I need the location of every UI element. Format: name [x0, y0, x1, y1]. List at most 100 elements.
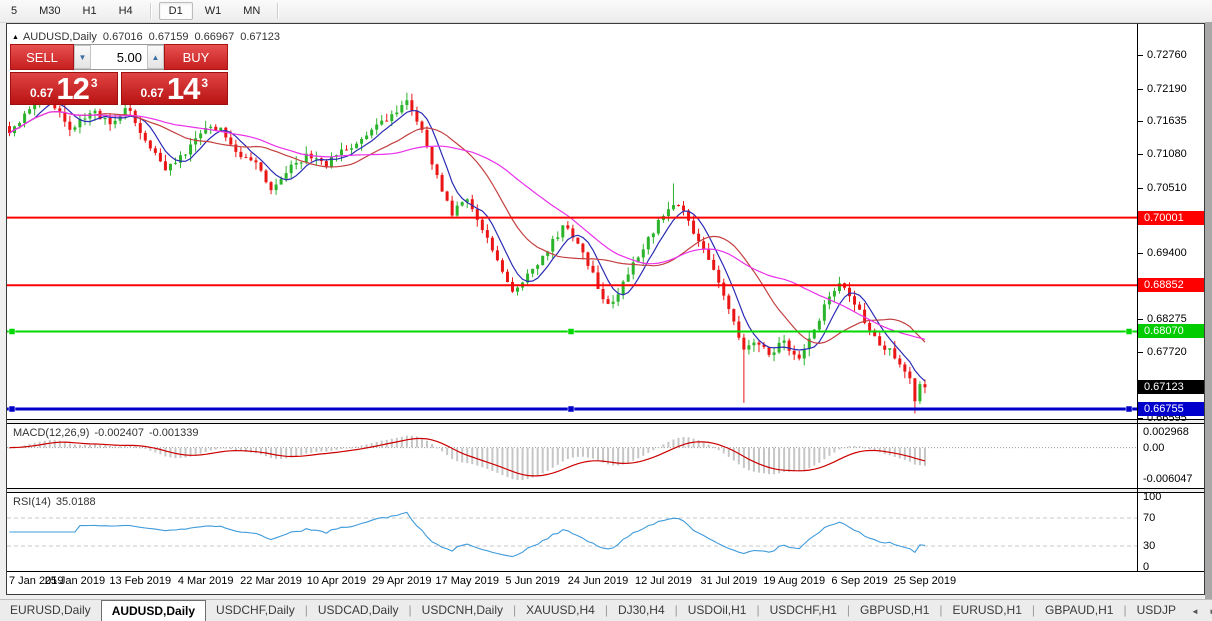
- candle-body: [158, 152, 162, 162]
- rsi-name: RSI(14): [13, 496, 51, 508]
- chart-tab-xauusd-h4[interactable]: XAUUSD,H4: [526, 603, 595, 617]
- collapse-triangle-icon[interactable]: ▲: [12, 34, 19, 41]
- splitter-gap[interactable]: [7, 420, 1204, 423]
- rsi-indicator-panel[interactable]: [7, 493, 1137, 571]
- volume-input[interactable]: 5.00: [116, 49, 142, 65]
- price-tick-mark: [1138, 121, 1143, 123]
- candle-body: [581, 243, 585, 253]
- buy-button[interactable]: BUY: [164, 44, 228, 70]
- chart-tab-audusd-daily[interactable]: AUDUSD,Daily: [100, 600, 207, 621]
- sell-button[interactable]: SELL: [10, 44, 74, 70]
- candle-body: [475, 209, 479, 220]
- chart-tab-usdchf-h1[interactable]: USDCHF,H1: [769, 603, 837, 617]
- candle-body: [913, 378, 917, 402]
- candle-body: [153, 148, 157, 153]
- line-handle[interactable]: [1125, 328, 1133, 335]
- candle-body: [405, 100, 409, 106]
- chart-tab-usdchf-daily[interactable]: USDCHF,Daily: [216, 603, 295, 617]
- moving-average-line-6[interactable]: [9, 102, 926, 382]
- candle-body: [214, 126, 218, 131]
- line-handle[interactable]: [567, 328, 575, 335]
- chart-tab-usdoil-h1[interactable]: USDOil,H1: [687, 603, 747, 617]
- macd-histogram-bar: [677, 437, 680, 448]
- line-handle[interactable]: [8, 405, 16, 413]
- volume-decrease-button[interactable]: ▼: [74, 45, 91, 69]
- tab-scroll-arrows: ◄►: [1186, 600, 1212, 621]
- chart-tab-eurusd-h1[interactable]: EURUSD,H1: [952, 603, 1022, 617]
- candle-body: [279, 178, 283, 185]
- macd-histogram-bar: [280, 447, 283, 459]
- macd-histogram-bar: [546, 447, 549, 471]
- splitter-gap-2[interactable]: [7, 489, 1204, 492]
- candle-body: [732, 309, 736, 322]
- chart-tab-eurusd-daily[interactable]: EURUSD,Daily: [10, 603, 91, 617]
- macd-histogram-bar: [682, 437, 685, 448]
- macd-name: MACD(12,26,9): [13, 427, 90, 439]
- price-scale-divider[interactable]: [1137, 24, 1138, 572]
- date-axis-label: 13 Feb 2019: [109, 575, 172, 587]
- splitter-macd-rsi[interactable]: [7, 488, 1204, 489]
- macd-histogram-bar: [436, 447, 439, 449]
- chart-tab-dj30-h4[interactable]: DJ30,H4: [617, 603, 665, 617]
- main-price-chart[interactable]: [7, 24, 1137, 419]
- candle-body: [792, 350, 796, 355]
- candle-body: [807, 338, 811, 349]
- timeframe-button-d1[interactable]: D1: [158, 2, 193, 20]
- chart-tab-gbpaud-h1[interactable]: GBPAUD,H1: [1045, 603, 1114, 617]
- candle-body: [73, 127, 77, 130]
- chart-tab-usdjp[interactable]: USDJP: [1136, 603, 1176, 617]
- timeframe-button-w1[interactable]: W1: [204, 5, 222, 17]
- chart-tab-usdcad-daily[interactable]: USDCAD,Daily: [317, 603, 399, 617]
- candle-body: [179, 155, 183, 163]
- candle-body: [762, 344, 766, 348]
- tab-separator: |: [604, 603, 608, 617]
- candle-body: [878, 336, 882, 346]
- timeframe-button-mn[interactable]: MN: [243, 5, 261, 17]
- candle-body: [304, 153, 308, 163]
- timeframe-button-m30[interactable]: M30: [39, 5, 61, 17]
- macd-histogram-bar: [310, 447, 313, 453]
- macd-histogram-bar: [300, 447, 303, 456]
- macd-histogram-bar: [923, 447, 926, 466]
- chart-tab-gbpusd-h1[interactable]: GBPUSD,H1: [860, 603, 930, 617]
- moving-average-line-18[interactable]: [9, 111, 926, 345]
- line-handle[interactable]: [1125, 405, 1133, 413]
- tab-scroll-right-button[interactable]: ►: [1204, 602, 1212, 620]
- moving-average-line-34[interactable]: [9, 111, 926, 340]
- timeframe-button-5[interactable]: 5: [11, 5, 18, 17]
- macd-histogram-bar: [320, 447, 323, 452]
- macd-histogram-bar: [315, 447, 318, 453]
- candle-body: [495, 250, 499, 261]
- line-handle[interactable]: [567, 405, 575, 413]
- macd-histogram-bar: [94, 444, 97, 448]
- chart-tab-usdcnh-daily[interactable]: USDCNH,Daily: [421, 603, 504, 617]
- macd-histogram-bar: [878, 447, 881, 453]
- volume-increase-button[interactable]: ▲: [147, 45, 164, 69]
- macd-histogram-bar: [501, 447, 504, 476]
- splitter-main-macd[interactable]: [7, 419, 1204, 420]
- candle-body: [511, 282, 514, 292]
- candle-body: [329, 156, 333, 167]
- timeframe-button-h4[interactable]: H4: [118, 5, 133, 17]
- macd-histogram-bar: [355, 446, 358, 448]
- tab-scroll-left-button[interactable]: ◄: [1190, 606, 1199, 616]
- price-tick-mark: [1138, 54, 1143, 56]
- timeframe-button-h1[interactable]: H1: [82, 5, 97, 17]
- line-handle[interactable]: [8, 328, 16, 335]
- macd-histogram-bar: [697, 440, 700, 448]
- macd-indicator-panel[interactable]: [7, 424, 1137, 488]
- candle-body: [314, 158, 318, 160]
- sell-price-panel[interactable]: 0.67 12 3: [10, 71, 118, 106]
- buy-price-panel[interactable]: 0.67 14 3: [120, 71, 228, 106]
- macd-histogram-bar: [632, 447, 635, 461]
- candle-body: [641, 249, 645, 258]
- tab-separator: |: [1031, 603, 1036, 617]
- macd-histogram-bar: [234, 447, 237, 450]
- macd-histogram-bar: [53, 440, 56, 448]
- price-tick-mark: [1138, 418, 1143, 420]
- candle-body: [621, 281, 625, 295]
- candle-body: [541, 255, 545, 266]
- macd-histogram-bar: [511, 447, 514, 480]
- candle-body: [420, 121, 424, 130]
- price-tick-label: 0.72760: [1147, 48, 1187, 61]
